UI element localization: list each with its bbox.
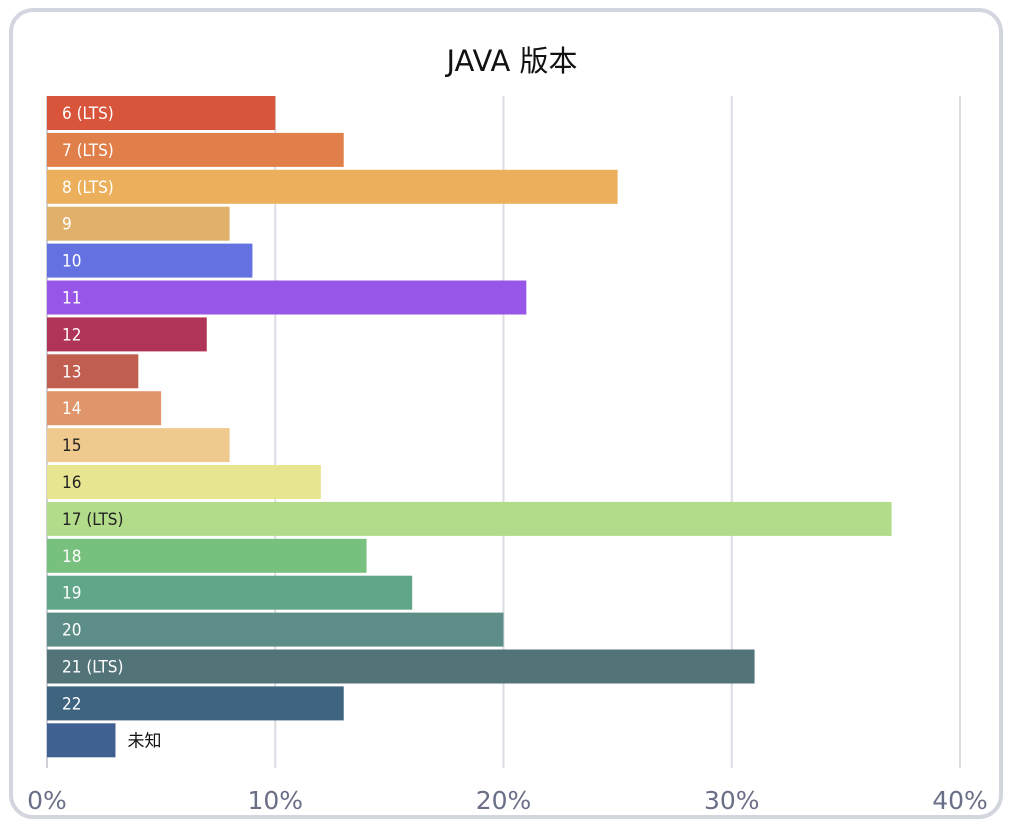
bar-label: 19 [62,584,81,604]
bar-label: 16 [62,473,81,493]
bar [47,280,527,315]
bar [47,132,344,167]
bar [47,501,892,536]
x-tick-label: 20% [476,786,532,815]
bar-label: 18 [62,547,81,567]
bar [47,612,504,647]
x-tick-label: 10% [247,786,303,815]
x-tick-label: 30% [704,786,760,815]
bar-label: 10 [62,252,81,272]
bar [47,538,367,573]
x-tick-label: 40% [932,786,988,815]
bar [47,243,253,278]
bar [47,96,276,130]
bar [47,575,413,610]
bar [47,206,230,241]
bar [47,723,116,758]
bar-label: 7 (LTS) [62,141,114,161]
bar-label: 12 [62,325,81,345]
bar-label: 17 (LTS) [62,510,123,530]
bar-label: 22 [62,694,81,714]
bar-label: 21 (LTS) [62,658,123,678]
bar-label: 20 [62,621,81,641]
bar-label: 9 [62,215,72,235]
bar [47,465,321,499]
bar-label: 8 (LTS) [62,178,114,198]
bar-label: 未知 [127,731,161,751]
bar-label: 14 [62,399,81,419]
x-tick-label: 0% [27,786,67,815]
bar [47,354,139,389]
chart-title: JAVA 版本 [446,44,578,78]
bar [47,169,618,204]
bar [47,317,207,352]
bar-label: 15 [62,436,81,456]
bar-label: 11 [62,289,81,309]
bar-label: 6 (LTS) [62,104,114,124]
bar [47,649,755,684]
bar [47,686,344,721]
bar [47,428,230,463]
bar [47,391,162,426]
bar-label: 13 [62,362,81,382]
